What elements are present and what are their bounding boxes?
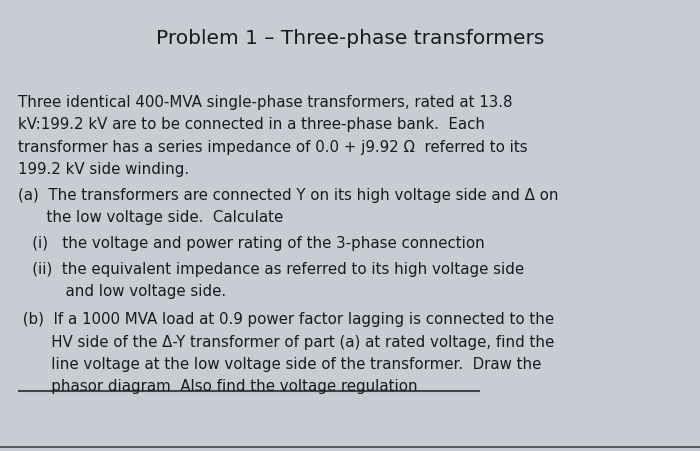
Text: (i)   the voltage and power rating of the 3-phase connection: (i) the voltage and power rating of the … bbox=[18, 235, 484, 250]
Text: phasor diagram  Also find the voltage regulation: phasor diagram Also find the voltage reg… bbox=[18, 378, 418, 393]
Text: line voltage at the low voltage side of the transformer.  Draw the: line voltage at the low voltage side of … bbox=[18, 356, 541, 371]
Text: transformer has a series impedance of 0.0 + j9.92 Ω  referred to its: transformer has a series impedance of 0.… bbox=[18, 139, 528, 154]
Text: (a)  The transformers are connected Y on its high voltage side and Δ on: (a) The transformers are connected Y on … bbox=[18, 188, 559, 202]
Text: and low voltage side.: and low voltage side. bbox=[18, 284, 226, 299]
Text: the low voltage side.  Calculate: the low voltage side. Calculate bbox=[18, 210, 284, 225]
Text: Three identical 400-MVA single-phase transformers, rated at 13.8: Three identical 400-MVA single-phase tra… bbox=[18, 95, 512, 110]
Text: (ii)  the equivalent impedance as referred to its high voltage side: (ii) the equivalent impedance as referre… bbox=[18, 261, 524, 276]
Text: kV:199.2 kV are to be connected in a three-phase bank.  Each: kV:199.2 kV are to be connected in a thr… bbox=[18, 117, 485, 132]
Text: (b)  If a 1000 MVA load at 0.9 power factor lagging is connected to the: (b) If a 1000 MVA load at 0.9 power fact… bbox=[18, 312, 554, 327]
Text: Problem 1 – Three-phase transformers: Problem 1 – Three-phase transformers bbox=[156, 28, 544, 47]
Text: HV side of the Δ-Y transformer of part (a) at rated voltage, find the: HV side of the Δ-Y transformer of part (… bbox=[18, 334, 554, 349]
Text: 199.2 kV side winding.: 199.2 kV side winding. bbox=[18, 161, 189, 176]
